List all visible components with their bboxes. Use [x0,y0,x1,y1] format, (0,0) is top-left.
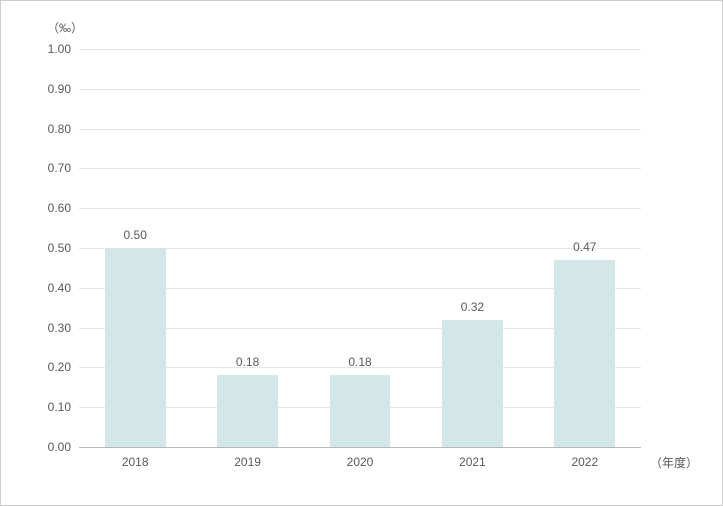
y-tick-label: 0.50 [48,241,71,255]
x-axis-title: （年度） [650,454,698,471]
y-tick-label: 0.90 [48,82,71,96]
y-tick-label: 0.70 [48,161,71,175]
bar [442,320,503,447]
plot-area: 0.000.100.200.300.400.500.600.700.800.90… [79,49,641,447]
y-tick-label: 0.80 [48,122,71,136]
gridline [79,89,641,90]
bar-value-label: 0.18 [348,355,371,369]
gridline [79,447,641,448]
bar-value-label: 0.50 [124,228,147,242]
gridline [79,129,641,130]
y-tick-label: 0.20 [48,360,71,374]
gridline [79,208,641,209]
bar [330,375,391,447]
y-tick-label: 0.60 [48,201,71,215]
y-tick-label: 0.00 [48,440,71,454]
x-tick-label: 2020 [347,455,374,469]
x-tick-label: 2022 [571,455,598,469]
gridline [79,168,641,169]
y-tick-label: 1.00 [48,42,71,56]
bar-value-label: 0.47 [573,240,596,254]
bar-value-label: 0.18 [236,355,259,369]
x-tick-label: 2019 [234,455,261,469]
x-tick-label: 2018 [122,455,149,469]
y-tick-label: 0.10 [48,400,71,414]
bar-value-label: 0.32 [461,300,484,314]
x-tick-label: 2021 [459,455,486,469]
bar [105,248,166,447]
gridline [79,49,641,50]
bar [554,260,615,447]
bar [217,375,278,447]
y-axis-title: （‰） [47,19,83,36]
chart-container: （‰） （年度） 0.000.100.200.300.400.500.600.7… [0,0,723,506]
y-tick-label: 0.40 [48,281,71,295]
y-tick-label: 0.30 [48,321,71,335]
